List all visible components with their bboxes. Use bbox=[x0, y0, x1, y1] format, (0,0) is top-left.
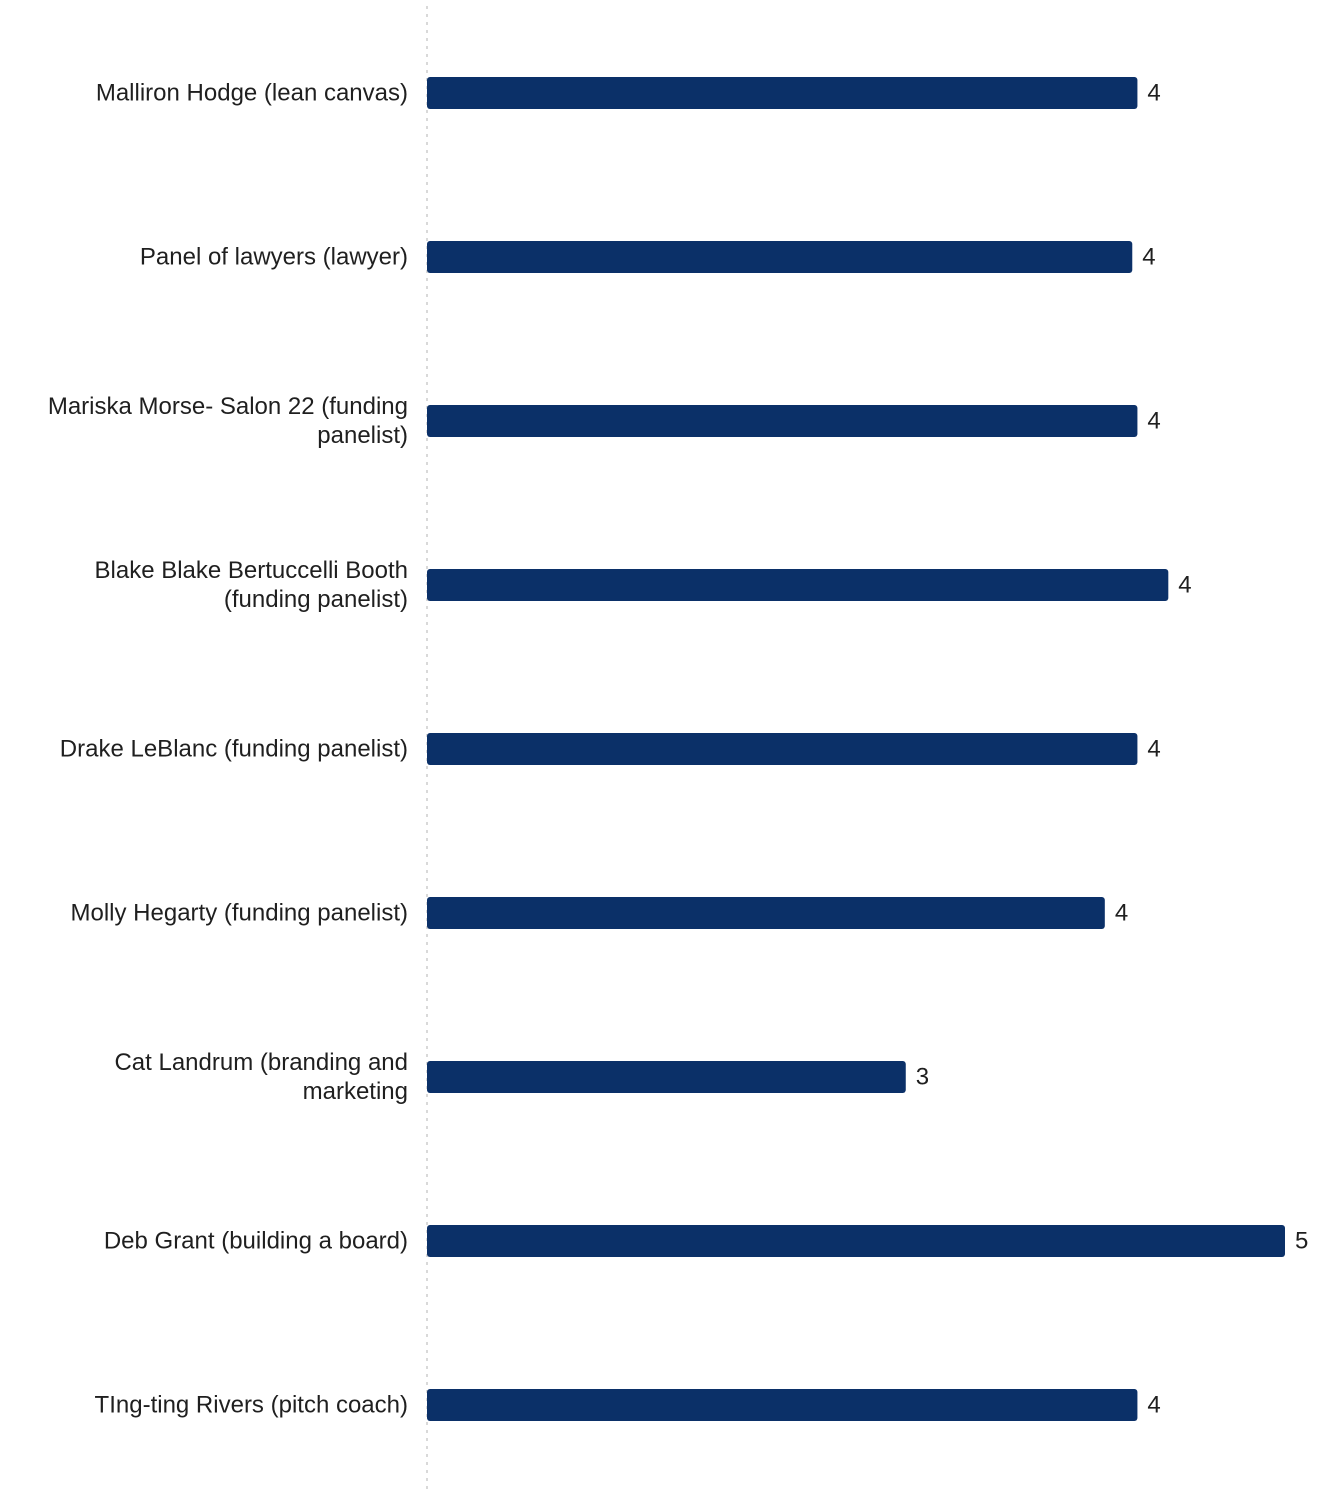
category-label: Panel of lawyers (lawyer) bbox=[140, 244, 408, 271]
category-label-line: (funding panelist) bbox=[224, 586, 408, 613]
value-label: 4 bbox=[1115, 900, 1128, 927]
category-label: Drake LeBlanc (funding panelist) bbox=[60, 736, 408, 763]
value-label: 4 bbox=[1142, 244, 1155, 271]
value-label: 4 bbox=[1147, 736, 1160, 763]
category-labels: Malliron Hodge (lean canvas) Panel of law… bbox=[48, 80, 408, 1419]
category-label-line: Deb Grant (building a board) bbox=[104, 1228, 408, 1255]
category-label-line: Panel of lawyers (lawyer) bbox=[140, 244, 408, 271]
bar bbox=[427, 241, 1133, 273]
value-labels: 4 4 4 4 4 4 3 5 4 bbox=[916, 80, 1309, 1419]
category-label: Mariska Morse- Salon 22 (funding panelist… bbox=[48, 393, 408, 449]
category-label: Cat Landrum (branding and marketing bbox=[114, 1049, 408, 1105]
category-label-line: Cat Landrum (branding and bbox=[114, 1049, 408, 1076]
category-label: Molly Hegarty (funding panelist) bbox=[71, 900, 409, 927]
value-label: 3 bbox=[916, 1064, 929, 1091]
value-label: 4 bbox=[1178, 572, 1191, 599]
value-label: 4 bbox=[1147, 408, 1160, 435]
category-label-line: Mariska Morse- Salon 22 (funding bbox=[48, 393, 408, 420]
bar bbox=[427, 405, 1138, 437]
value-label: 5 bbox=[1295, 1228, 1308, 1255]
category-label: TIng-ting Rivers (pitch coach) bbox=[95, 1392, 408, 1419]
bars bbox=[427, 77, 1285, 1421]
category-label: Malliron Hodge (lean canvas) bbox=[96, 80, 408, 107]
category-label-line: TIng-ting Rivers (pitch coach) bbox=[95, 1392, 408, 1419]
category-label-line: Blake Blake Bertuccelli Booth bbox=[95, 557, 409, 584]
bar bbox=[427, 77, 1138, 109]
category-label-line: Malliron Hodge (lean canvas) bbox=[96, 80, 408, 107]
bar bbox=[427, 733, 1138, 765]
category-label-line: Molly Hegarty (funding panelist) bbox=[71, 900, 409, 927]
category-label-line: panelist) bbox=[317, 422, 408, 449]
category-label: Deb Grant (building a board) bbox=[104, 1228, 408, 1255]
category-label-line: Drake LeBlanc (funding panelist) bbox=[60, 736, 408, 763]
value-label: 4 bbox=[1147, 1392, 1160, 1419]
bar bbox=[427, 569, 1169, 601]
bar bbox=[427, 1225, 1285, 1257]
bar bbox=[427, 1061, 906, 1093]
category-label: Blake Blake Bertuccelli Booth (funding pa… bbox=[95, 557, 409, 613]
bar bbox=[427, 1389, 1138, 1421]
value-label: 4 bbox=[1147, 80, 1160, 107]
category-label-line: marketing bbox=[303, 1078, 408, 1105]
bar bbox=[427, 897, 1105, 929]
